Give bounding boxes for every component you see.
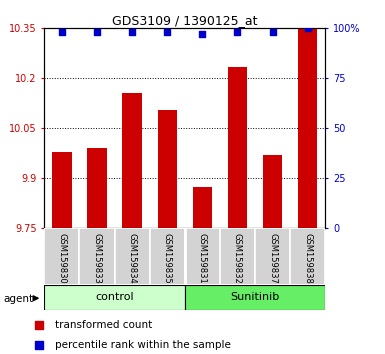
- FancyBboxPatch shape: [220, 228, 255, 285]
- FancyBboxPatch shape: [185, 285, 325, 310]
- Text: control: control: [95, 292, 134, 302]
- Point: [234, 29, 241, 35]
- Bar: [263, 155, 282, 228]
- Bar: [298, 28, 317, 228]
- Point: [164, 29, 170, 35]
- Bar: [52, 152, 72, 228]
- Point: [36, 322, 42, 327]
- FancyBboxPatch shape: [290, 228, 325, 285]
- FancyBboxPatch shape: [44, 228, 79, 285]
- Point: [59, 29, 65, 35]
- Text: GSM159831: GSM159831: [198, 233, 207, 284]
- Text: transformed count: transformed count: [55, 320, 152, 330]
- FancyBboxPatch shape: [115, 228, 150, 285]
- Text: GSM159834: GSM159834: [127, 233, 137, 284]
- Bar: [228, 67, 247, 228]
- Text: percentile rank within the sample: percentile rank within the sample: [55, 340, 230, 350]
- Text: GSM159833: GSM159833: [92, 233, 102, 284]
- Point: [36, 342, 42, 348]
- Text: Sunitinib: Sunitinib: [231, 292, 280, 302]
- Point: [305, 25, 311, 31]
- Point: [129, 29, 135, 35]
- Bar: [157, 110, 177, 228]
- FancyBboxPatch shape: [255, 228, 290, 285]
- Bar: [87, 148, 107, 228]
- Text: agent: agent: [4, 294, 34, 304]
- Text: GSM159837: GSM159837: [268, 233, 277, 284]
- Text: GSM159830: GSM159830: [57, 233, 66, 284]
- FancyBboxPatch shape: [79, 228, 115, 285]
- Point: [94, 29, 100, 35]
- Bar: [122, 93, 142, 228]
- Text: GSM159832: GSM159832: [233, 233, 242, 284]
- FancyBboxPatch shape: [185, 228, 220, 285]
- Bar: [193, 187, 212, 228]
- Title: GDS3109 / 1390125_at: GDS3109 / 1390125_at: [112, 14, 258, 27]
- Text: GSM159838: GSM159838: [303, 233, 312, 284]
- FancyBboxPatch shape: [44, 285, 185, 310]
- Point: [199, 32, 206, 37]
- FancyBboxPatch shape: [150, 228, 185, 285]
- Point: [270, 29, 276, 35]
- Text: GSM159835: GSM159835: [163, 233, 172, 284]
